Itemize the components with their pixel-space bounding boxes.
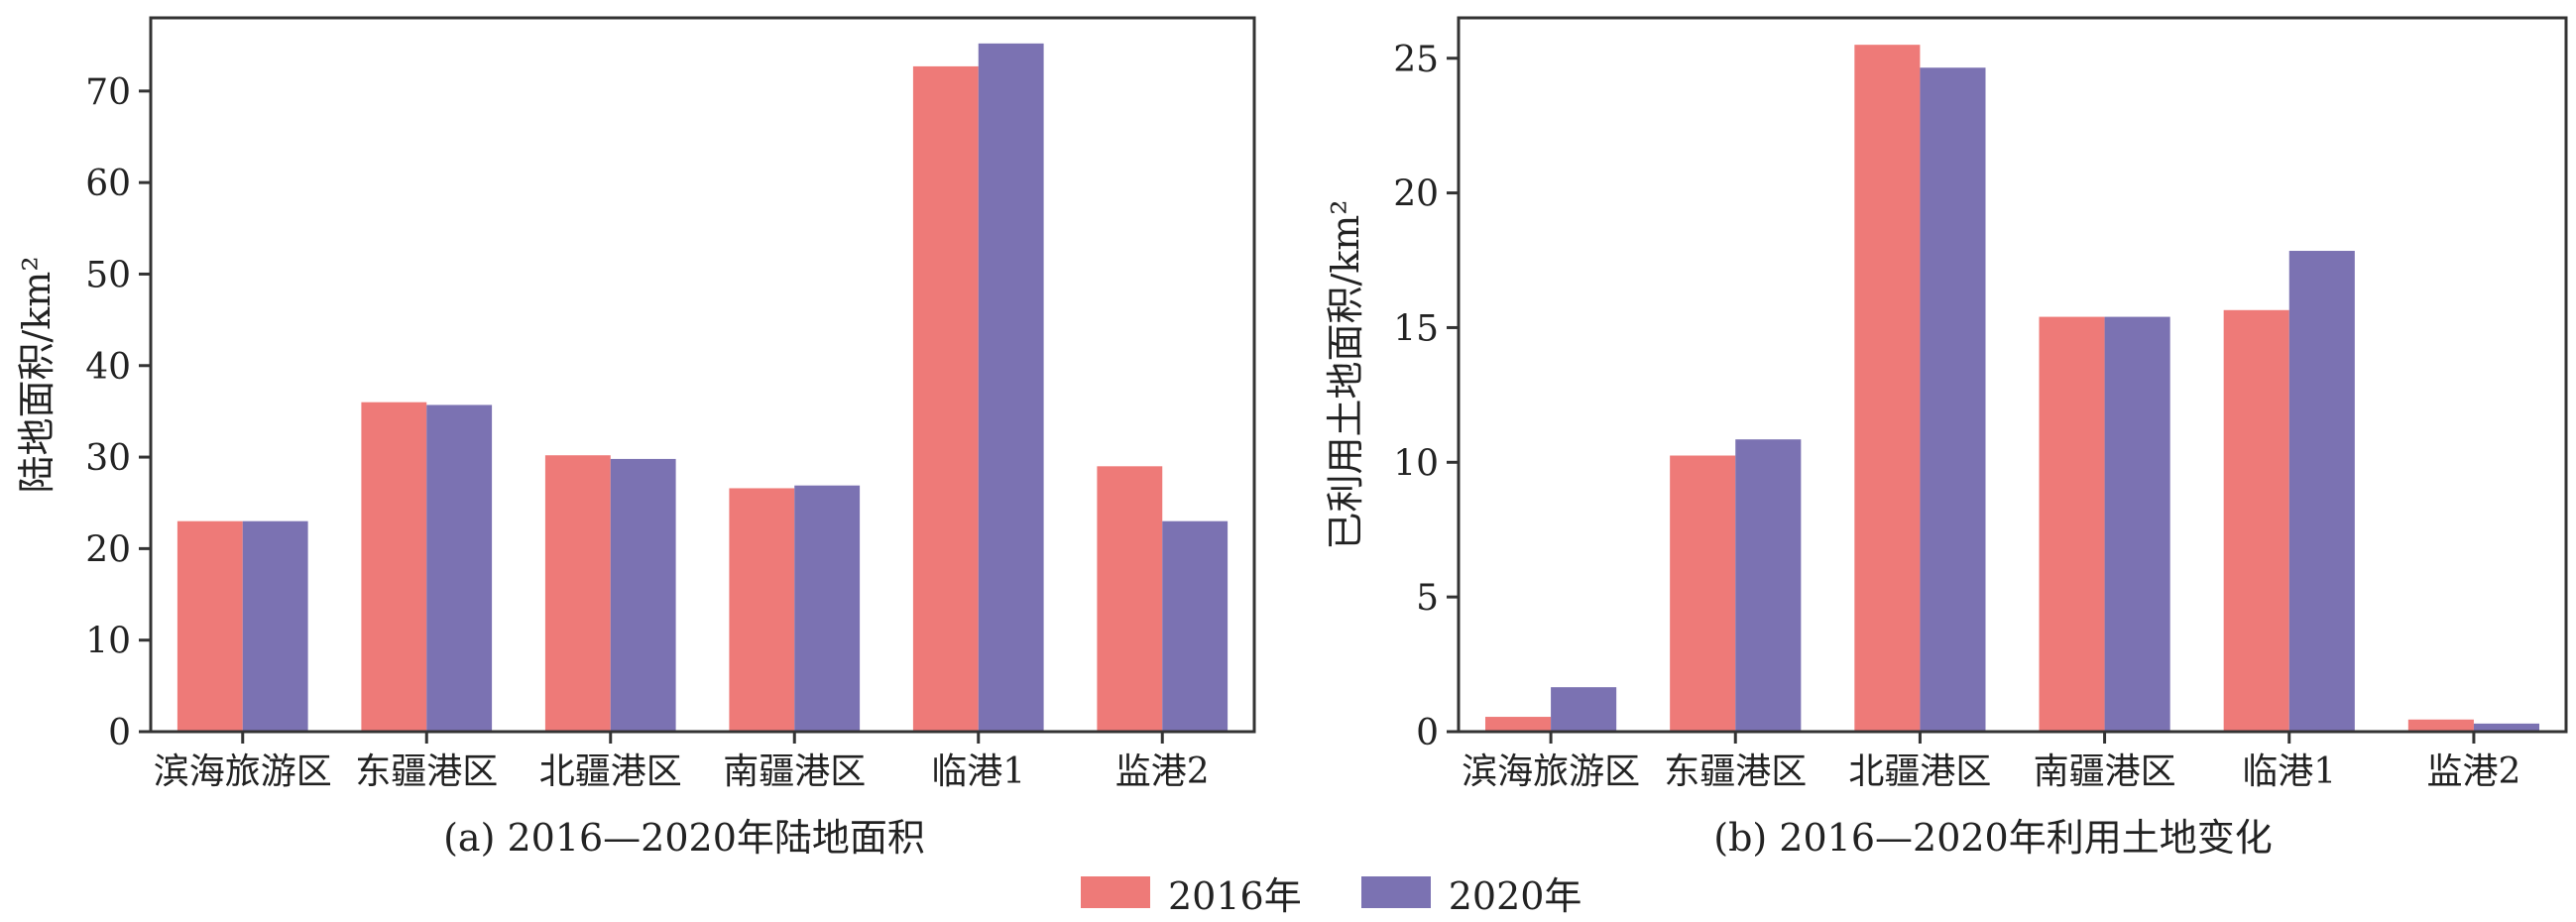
bar-a-2020年-东疆港区 — [426, 404, 493, 732]
bar-b-2016年-临港1 — [2223, 309, 2289, 732]
bar-a-2016年-监港2 — [1097, 466, 1163, 732]
y-tick-label-b-0: 0 — [1416, 713, 1439, 753]
y-tick-label-a-60: 60 — [85, 164, 131, 204]
chart-b: 0 5 10 15 20 25 滨海旅游区 东疆港区 北疆港区 南疆港区 临港1 监港2 已利用土地面积… — [1324, 16, 2568, 860]
y-tick-label-b-25: 25 — [1393, 40, 1439, 80]
y-tick-label-a-20: 20 — [85, 529, 131, 570]
bar-a-2020年-临港1 — [978, 43, 1044, 733]
bar-a-2016年-北疆港区 — [544, 455, 611, 732]
y-axis-title-b: 已利用土地面积/km² — [1324, 199, 1367, 549]
plot-frame-a — [149, 16, 1256, 734]
y-tick-label-a-30: 30 — [85, 438, 131, 479]
legend-item-2016: 2016年 — [1081, 865, 1302, 920]
bar-a-2016年-东疆港区 — [361, 402, 427, 732]
legend-label-2016: 2016年 — [1168, 873, 1302, 918]
y-tick-label-a-40: 40 — [85, 347, 131, 388]
x-tick-label-a-3: 南疆港区 — [723, 751, 866, 792]
bar-a-2020年-滨海旅游区 — [242, 520, 308, 732]
y-axis-title-a: 陆地面积/km² — [15, 256, 59, 493]
x-tick-label-a-1: 东疆港区 — [355, 751, 498, 792]
bar-b-2020年-临港1 — [2288, 251, 2355, 733]
bar-b-2020年-监港2 — [2473, 723, 2540, 732]
bar-b-2016年-监港2 — [2407, 719, 2474, 732]
bar-b-2020年-南疆港区 — [2104, 316, 2170, 732]
bar-a-2016年-南疆港区 — [729, 488, 795, 732]
x-tick-label-a-2: 北疆港区 — [539, 751, 682, 792]
y-tick-label-b-15: 15 — [1393, 308, 1439, 349]
x-tick-label-b-2: 北疆港区 — [1848, 751, 1991, 792]
caption-b: (b) 2016—2020年利用土地变化 — [1713, 816, 2272, 860]
chart-a: 0 10 20 30 40 50 60 70 滨海旅游区 东疆港区 北疆港区 南疆港区 临港1 监港2 陆地… — [15, 16, 1256, 860]
y-tick-label-b-20: 20 — [1393, 174, 1439, 215]
x-tick-label-b-3: 南疆港区 — [2034, 751, 2176, 792]
caption-a: (a) 2016—2020年陆地面积 — [443, 816, 925, 860]
x-tick-label-a-5: 监港2 — [1115, 751, 1210, 792]
x-tick-label-b-5: 监港2 — [2426, 751, 2520, 792]
bar-b-2020年-北疆港区 — [1920, 67, 1986, 732]
bar-b-2020年-滨海旅游区 — [1551, 687, 1617, 732]
bar-a-2020年-监港2 — [1162, 520, 1229, 732]
legend-label-2020: 2020年 — [1448, 873, 1582, 918]
x-tick-label-b-1: 东疆港区 — [1664, 751, 1807, 792]
y-tick-label-a-10: 10 — [85, 622, 131, 662]
bar-b-2016年-东疆港区 — [1670, 455, 1736, 732]
bar-b-2020年-东疆港区 — [1735, 439, 1802, 732]
plot-frame-b — [1457, 16, 2568, 734]
x-tick-label-b-4: 临港1 — [2242, 751, 2336, 792]
legend-item-2020: 2020年 — [1360, 865, 1582, 920]
y-tick-label-b-5: 5 — [1416, 578, 1439, 619]
y-tick-label-a-0: 0 — [108, 713, 131, 753]
x-tick-label-a-4: 临港1 — [931, 751, 1025, 792]
legend: 2016年 2020年 — [1081, 863, 1581, 922]
bar-a-2016年-临港1 — [912, 65, 979, 732]
x-tick-label-b-0: 滨海旅游区 — [1462, 751, 1640, 792]
y-tick-label-a-50: 50 — [85, 255, 131, 295]
bar-b-2016年-北疆港区 — [1854, 45, 1921, 733]
bar-b-2016年-南疆港区 — [2039, 316, 2105, 732]
bar-a-2020年-南疆港区 — [794, 485, 861, 732]
bar-b-2016年-滨海旅游区 — [1484, 717, 1552, 732]
y-tick-label-b-10: 10 — [1393, 443, 1439, 484]
legend-swatch-2016 — [1081, 876, 1150, 908]
bar-a-2020年-北疆港区 — [610, 458, 676, 732]
x-tick-label-a-0: 滨海旅游区 — [154, 751, 332, 792]
y-tick-label-a-70: 70 — [85, 72, 131, 113]
legend-swatch-2020 — [1360, 876, 1431, 908]
bar-a-2016年-滨海旅游区 — [176, 520, 243, 732]
